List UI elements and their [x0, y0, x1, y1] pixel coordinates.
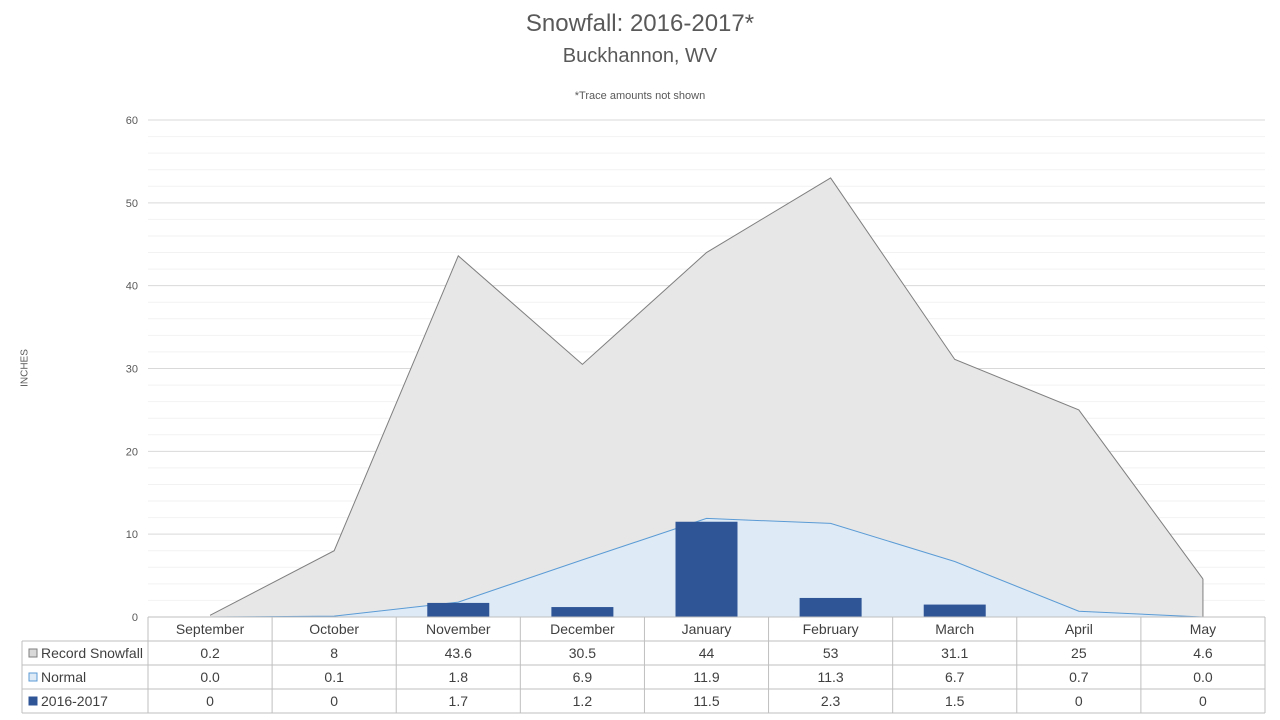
legend-label: Record Snowfall [41, 645, 143, 661]
line-record-snowfall [209, 177, 1204, 616]
table-value: 44 [699, 645, 715, 661]
y-tick-label: 40 [126, 281, 138, 293]
category-label: November [426, 621, 491, 637]
y-tick-label: 50 [126, 198, 138, 210]
table-value: 2.3 [821, 693, 841, 709]
legend-swatch [28, 648, 38, 658]
category-label: October [309, 621, 359, 637]
table-value: 53 [823, 645, 839, 661]
table-value: 0 [1075, 693, 1083, 709]
y-tick-label: 60 [126, 115, 138, 127]
category-label: March [935, 621, 974, 637]
table-value: 25 [1071, 645, 1087, 661]
category-label: April [1065, 621, 1093, 637]
table-value: 1.5 [945, 693, 965, 709]
chart-subtitle: Buckhannon, WV [562, 45, 718, 67]
y-tick-label: 10 [126, 529, 138, 541]
y-tick-label: 0 [132, 612, 138, 624]
table-value: 1.7 [449, 693, 469, 709]
table-value: 30.5 [569, 645, 596, 661]
bar-2016-2017 [675, 521, 738, 617]
table-value: 11.5 [693, 693, 719, 709]
category-label: December [550, 621, 615, 637]
y-tick-label: 30 [126, 364, 138, 376]
category-label: May [1190, 621, 1216, 637]
table-value: 0 [330, 693, 338, 709]
table-value: 0 [206, 693, 214, 709]
table-value: 6.9 [573, 669, 593, 685]
legend-label: Normal [41, 669, 86, 685]
category-label: February [803, 621, 859, 637]
table-value: 0.0 [200, 669, 220, 685]
table-value: 43.6 [445, 645, 472, 661]
table-value: 0.7 [1069, 669, 1089, 685]
y-tick-label: 20 [126, 446, 138, 458]
table-value: 31.1 [941, 645, 968, 661]
table-value: 1.2 [573, 693, 593, 709]
chart-note: *Trace amounts not shown [574, 90, 706, 102]
bar-2016-2017 [551, 607, 614, 617]
legend-swatch [28, 696, 38, 706]
table-value: 4.6 [1193, 645, 1213, 661]
table-value: 0.2 [200, 645, 220, 661]
area-record-snowfall [210, 177, 1203, 617]
bar-2016-2017 [923, 604, 986, 617]
table-value: 0.1 [324, 669, 344, 685]
chart-title: Snowfall: 2016-2017* [525, 10, 755, 37]
category-label: September [176, 621, 245, 637]
table-value: 0 [1199, 693, 1207, 709]
table-value: 0.0 [1193, 669, 1213, 685]
bar-2016-2017 [427, 602, 490, 617]
table-value: 1.8 [449, 669, 469, 685]
category-label: January [682, 621, 732, 637]
bar-2016-2017 [799, 597, 862, 617]
line-normal [210, 517, 1203, 618]
table-value: 8 [330, 645, 338, 661]
table-value: 11.9 [693, 669, 719, 685]
table-value: 11.3 [818, 669, 844, 685]
legend-swatch [28, 672, 38, 682]
legend-label: 2016-2017 [41, 693, 108, 709]
table-value: 6.7 [945, 669, 965, 685]
